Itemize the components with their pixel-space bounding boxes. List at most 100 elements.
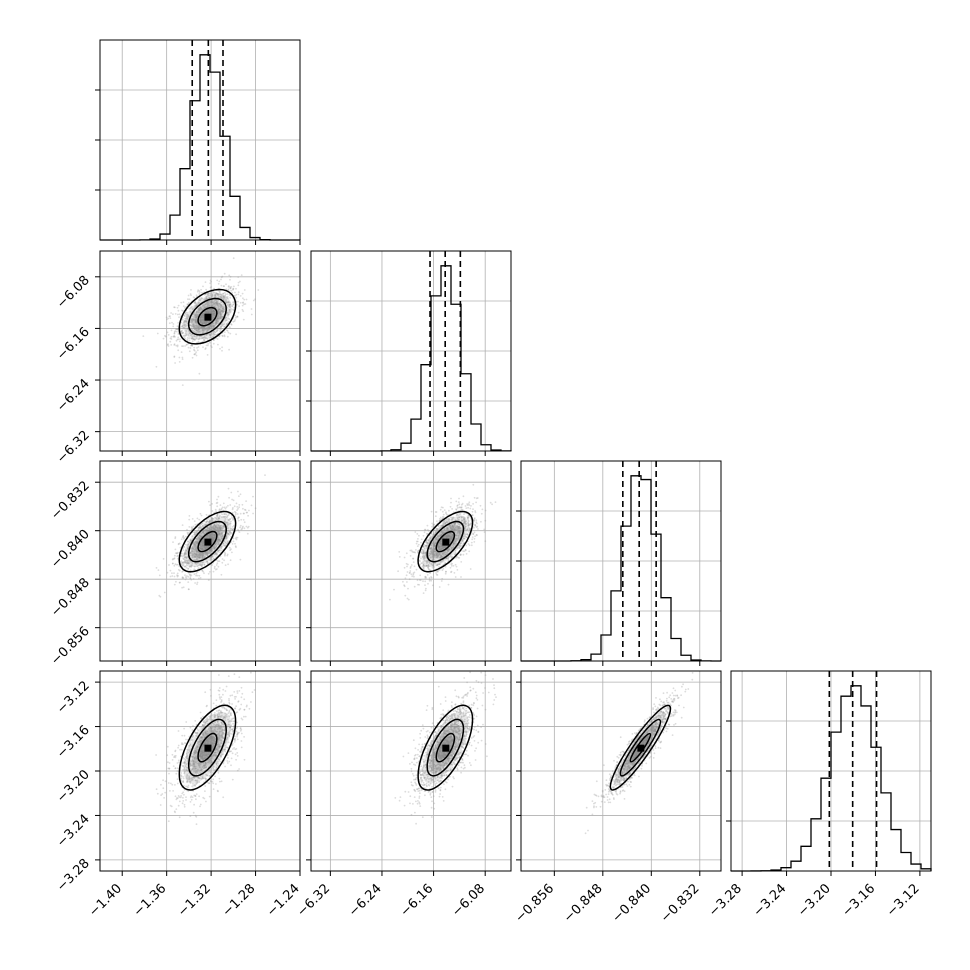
scatter-point — [212, 557, 215, 560]
scatter-point — [436, 554, 439, 557]
scatter-point — [211, 555, 214, 558]
scatter-point — [193, 543, 196, 546]
scatter-point — [405, 552, 408, 555]
scatter-point — [426, 560, 428, 562]
scatter-point — [196, 550, 199, 553]
scatter-point — [200, 297, 203, 299]
scatter-point — [453, 524, 456, 527]
scatter-point — [435, 527, 438, 530]
scatter-point — [435, 554, 438, 556]
scatter-point — [167, 345, 170, 347]
scatter-point — [218, 526, 221, 528]
scatter-point — [181, 356, 184, 359]
scatter-point — [195, 324, 198, 327]
scatter-point — [216, 303, 219, 306]
scatter-point — [423, 552, 426, 555]
scatter-point — [237, 529, 240, 532]
scatter-point — [193, 338, 196, 341]
scatter-point — [185, 320, 188, 323]
scatter-point — [203, 326, 205, 329]
scatter-point — [224, 564, 227, 567]
scatter-point — [200, 557, 203, 559]
scatter-point — [213, 527, 216, 530]
scatter-point — [203, 555, 206, 558]
scatter-point — [208, 520, 211, 523]
scatter-point — [417, 538, 419, 540]
scatter-point — [219, 540, 222, 542]
scatter-point — [191, 554, 194, 557]
scatter-point — [196, 290, 199, 293]
scatter-point — [458, 531, 461, 533]
scatter-point — [211, 304, 214, 307]
scatter-point — [212, 334, 214, 337]
scatter-point — [402, 580, 404, 583]
scatter-point — [200, 564, 202, 567]
scatter-point — [206, 305, 209, 308]
scatter-point — [232, 540, 235, 543]
scatter-point — [206, 553, 209, 555]
scatter-point — [201, 555, 204, 558]
scatter-point — [456, 525, 459, 528]
scatter-point — [190, 337, 193, 340]
scatter-point — [223, 520, 226, 523]
scatter-point — [216, 527, 219, 530]
scatter-point — [241, 503, 244, 506]
scatter-point — [434, 539, 436, 541]
scatter-point — [182, 796, 184, 799]
scatter-point — [195, 316, 198, 318]
scatter-point — [239, 295, 242, 297]
scatter-point — [214, 526, 217, 529]
scatter-point — [455, 509, 458, 511]
scatter-point — [198, 525, 201, 527]
scatter-point — [189, 554, 192, 557]
scatter-point — [447, 555, 450, 558]
scatter-point — [433, 553, 436, 555]
scatter-point — [193, 325, 196, 328]
scatter-point — [224, 294, 227, 297]
scatter-point — [202, 570, 205, 573]
scatter-point — [194, 533, 197, 536]
scatter-point — [238, 305, 241, 307]
scatter-point — [217, 312, 220, 315]
scatter-point — [183, 314, 186, 317]
scatter-point — [194, 304, 197, 307]
scatter-point — [227, 522, 229, 524]
scatter-point — [236, 316, 239, 318]
scatter-point — [213, 547, 216, 550]
scatter-point — [217, 539, 219, 542]
scatter-point — [197, 340, 200, 343]
scatter-point — [225, 516, 228, 518]
scatter-point — [207, 579, 210, 581]
scatter-point — [223, 296, 226, 298]
scatter-point — [452, 528, 454, 531]
scatter-point — [214, 294, 217, 297]
scatter-point — [226, 322, 229, 325]
scatter-point — [197, 326, 199, 329]
scatter-point — [206, 354, 209, 356]
scatter-point — [446, 521, 449, 524]
scatter-point — [220, 524, 222, 527]
scatter-point — [212, 526, 215, 528]
scatter-point — [222, 535, 224, 537]
scatter-point — [196, 555, 199, 557]
scatter-point — [458, 530, 461, 533]
scatter-point — [203, 572, 205, 575]
scatter-point — [222, 308, 225, 311]
scatter-point — [198, 290, 201, 292]
scatter-point — [461, 515, 464, 518]
scatter-point — [197, 338, 200, 341]
scatter-point — [196, 562, 199, 565]
scatter-point — [458, 533, 461, 536]
scatter-point — [449, 566, 452, 569]
scatter-point — [186, 559, 189, 562]
scatter-point — [480, 512, 483, 515]
scatter-point — [178, 569, 181, 572]
scatter-point — [208, 292, 210, 295]
scatter-point — [175, 330, 178, 333]
scatter-point — [422, 566, 425, 569]
scatter-point — [243, 715, 245, 718]
scatter-point — [220, 296, 223, 299]
scatter-point — [424, 580, 427, 583]
scatter-point — [214, 553, 216, 556]
scatter-point — [195, 316, 198, 319]
